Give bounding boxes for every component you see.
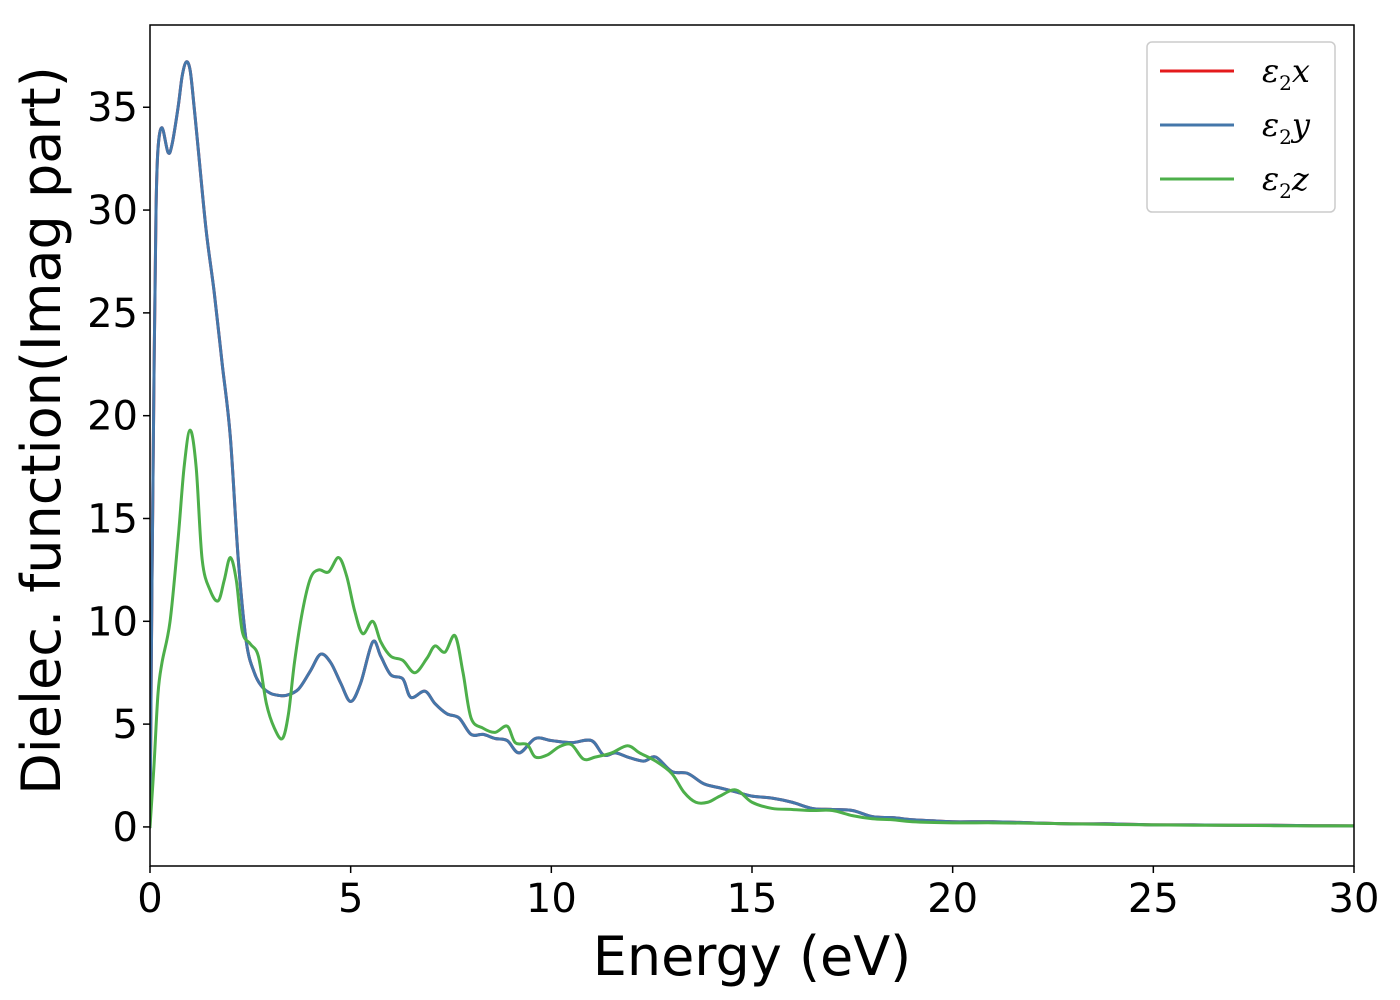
legend-label-1: ε2x: [1262, 52, 1310, 95]
y-tick-label: 15: [87, 496, 138, 542]
x-tick-label: 0: [137, 876, 162, 922]
x-tick-label: 5: [338, 876, 363, 922]
series-line-3: [150, 428, 1354, 829]
y-tick-label: 0: [113, 805, 138, 851]
y-tick-label: 10: [87, 599, 138, 645]
legend-label-2: ε2y: [1262, 106, 1311, 149]
legend-label-3: ε2z: [1262, 160, 1310, 203]
series-layer: [150, 60, 1354, 829]
x-tick-label: 20: [927, 876, 978, 922]
x-tick-label: 25: [1128, 876, 1179, 922]
series-line-2: [150, 60, 1354, 829]
y-axis-ticks: 0 5 10 15 20 25 30 35: [87, 85, 150, 851]
x-axis-label: Energy (eV): [593, 925, 912, 988]
y-tick-label: 25: [87, 291, 138, 337]
legend-box: [1146, 41, 1336, 213]
legend: ε2x ε2y ε2z: [1146, 41, 1336, 213]
x-tick-label: 10: [526, 876, 577, 922]
x-axis-ticks: 0 5 10 15 20 25 30: [137, 866, 1379, 922]
y-tick-label: 20: [87, 394, 138, 440]
y-tick-label: 30: [87, 188, 138, 234]
y-axis-label: Dielec. function(Imag part): [10, 66, 73, 795]
x-tick-label: 30: [1329, 876, 1380, 922]
y-tick-label: 5: [113, 702, 138, 748]
y-tick-label: 35: [87, 85, 138, 131]
x-tick-label: 15: [727, 876, 778, 922]
